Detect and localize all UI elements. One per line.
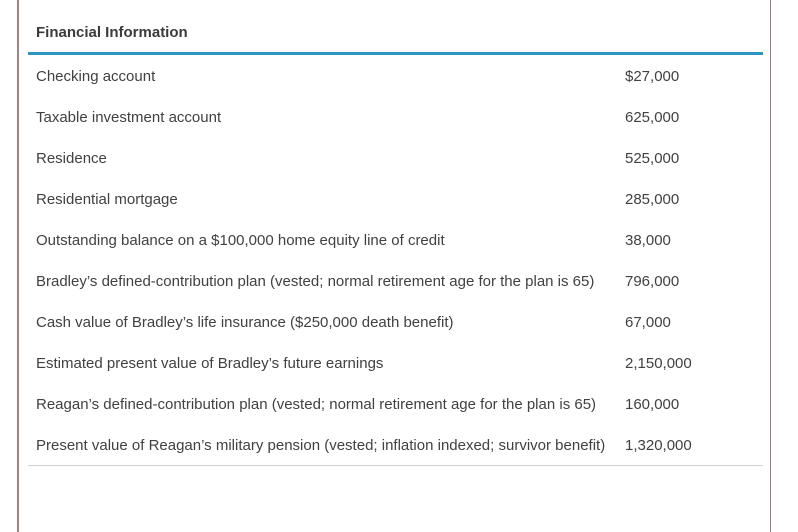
table-row: Estimated present value of Bradley’s fut… [28, 342, 763, 383]
row-label: Reagan’s defined-contribution plan (vest… [36, 396, 597, 413]
row-label: Checking account [36, 68, 156, 85]
table-header: Financial Information [28, 0, 763, 55]
table-row: Reagan’s defined-contribution plan (vest… [28, 383, 763, 424]
row-value: 525,000 [625, 150, 680, 167]
row-value: 285,000 [625, 191, 680, 208]
table-row: Checking account $27,000 [28, 55, 763, 96]
row-value: 2,150,000 [625, 355, 692, 372]
row-value: 796,000 [625, 273, 680, 290]
panel-content: Financial Information Checking account $… [19, 0, 770, 466]
table-row: Residential mortgage 285,000 [28, 178, 763, 219]
row-label: Taxable investment account [36, 109, 222, 126]
row-value: 38,000 [625, 232, 671, 249]
row-value: 160,000 [625, 396, 680, 413]
row-label: Outstanding balance on a $100,000 home e… [36, 232, 445, 249]
table-row: Residence 525,000 [28, 137, 763, 178]
financial-information-panel: Financial Information Checking account $… [17, 0, 771, 532]
row-value: 67,000 [625, 314, 671, 331]
row-label: Present value of Reagan’s military pensi… [36, 437, 606, 454]
table-title: Financial Information [36, 24, 188, 41]
row-value: 1,320,000 [625, 437, 692, 454]
row-label: Estimated present value of Bradley’s fut… [36, 355, 384, 372]
table-row: Taxable investment account 625,000 [28, 96, 763, 137]
table-row: Present value of Reagan’s military pensi… [28, 424, 763, 465]
row-value: 625,000 [625, 109, 680, 126]
financial-table: Checking account $27,000 Taxable investm… [28, 55, 763, 466]
row-value: $27,000 [625, 68, 680, 85]
table-row: Bradley’s defined-contribution plan (ves… [28, 260, 763, 301]
row-label: Residence [36, 150, 107, 167]
row-label: Cash value of Bradley’s life insurance (… [36, 314, 454, 331]
table-row: Outstanding balance on a $100,000 home e… [28, 219, 763, 260]
row-label: Residential mortgage [36, 191, 178, 208]
table-row: Cash value of Bradley’s life insurance (… [28, 301, 763, 342]
row-label: Bradley’s defined-contribution plan (ves… [36, 273, 595, 290]
